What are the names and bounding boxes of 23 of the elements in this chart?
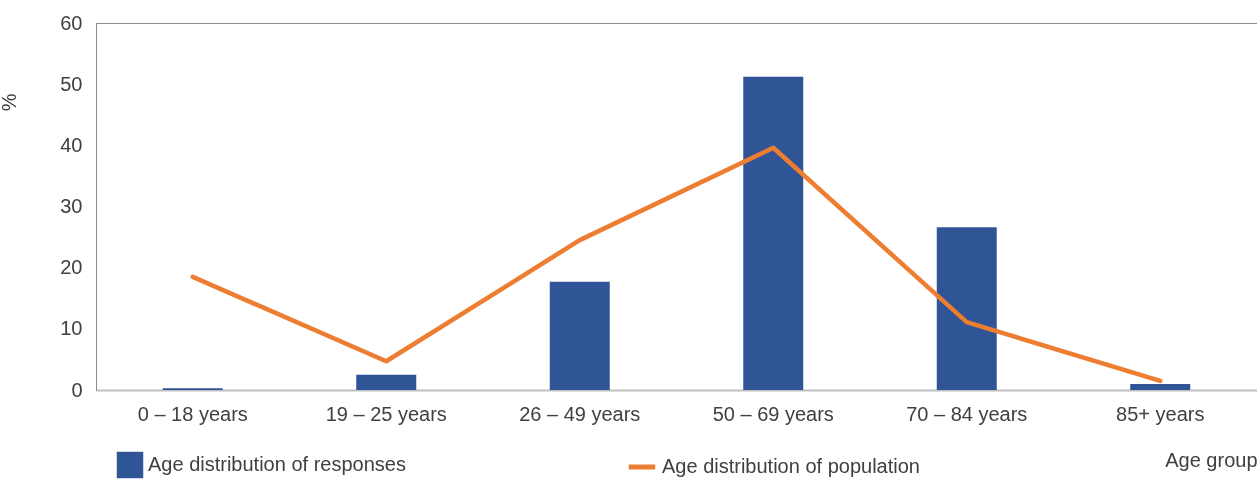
- y-tick-label: 50: [60, 72, 83, 95]
- line-series: [190, 145, 1163, 384]
- y-tick-label: 20: [60, 256, 83, 279]
- bar: [356, 374, 417, 390]
- legend-label: Age distribution of responses: [148, 453, 406, 475]
- y-tick-label: 30: [60, 195, 83, 217]
- y-tick-label: 0: [71, 378, 83, 401]
- y-tick-label: 60: [60, 11, 83, 34]
- x-tick-label: 70 – 84 years: [906, 402, 1028, 425]
- legend-label: Age distribution of population: [662, 455, 920, 477]
- x-axis-title: Age group: [1165, 448, 1257, 471]
- x-tick-label: 19 – 25 years: [325, 402, 447, 425]
- bar: [936, 227, 997, 390]
- bar: [743, 76, 804, 390]
- x-tick-label: 85+ years: [1116, 402, 1205, 425]
- y-axis-title: %: [0, 93, 21, 112]
- bar: [549, 281, 610, 390]
- y-tick-label: 40: [60, 133, 83, 156]
- y-tick-label: 10: [60, 317, 83, 340]
- x-tick-label: 0 – 18 years: [137, 402, 248, 425]
- bar: [1130, 383, 1191, 390]
- x-tick-label: 50 – 69 years: [712, 402, 834, 425]
- x-tick-label: 26 – 49 years: [519, 402, 641, 425]
